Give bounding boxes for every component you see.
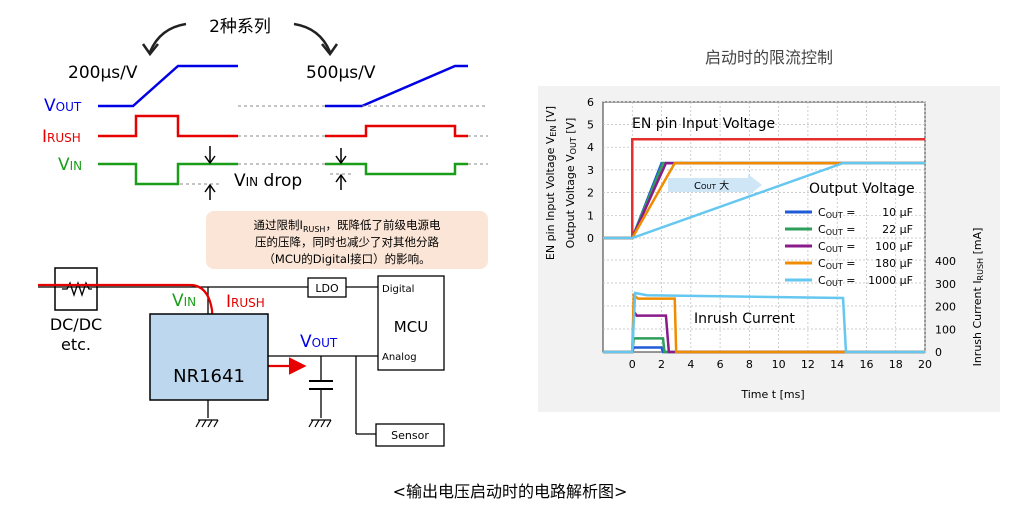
legend-label: COUT = [818,257,855,271]
arrowhead-left-icon [141,43,159,57]
x-tick-label: 6 [717,358,724,371]
cout-increase-arrow: COUT 大 [668,174,762,196]
annotation-en: EN pin Input Voltage [632,116,775,132]
legend-label: COUT = [818,274,855,288]
ground-icon-cap [308,419,332,428]
vin-wave-slow [325,162,468,176]
y-right-tick-label: 0 [935,346,942,359]
vout-wave-slow [325,64,468,108]
irush-wave-fast [98,114,238,138]
x-tick-label: 20 [918,358,932,371]
chart-title: 启动时的限流控制 [705,48,833,67]
vin-drop-label: VIN drop [234,171,302,191]
figure-caption: <输出电压启动时的电路解析图> [393,482,628,501]
y-right-tick-label: 200 [935,301,956,314]
y-right-tick-label: 100 [935,323,956,336]
ylabel-left-2: Output Voltage VOUT [V] [564,118,578,249]
legend: COUT = 10 μF COUT = 22 μF COUT = 100 μF COUT =… [785,206,913,288]
curved-arrow-right-icon [293,22,332,53]
plot-area [602,101,926,353]
vout-line-1000F [603,161,925,240]
mcu-digital-label: Digital [382,284,414,295]
nr1641-chip [149,313,269,401]
curved-arrow-left-icon [148,22,187,53]
dcdc-label-1: DC/DC [50,315,102,334]
x-tick-label: 2 [658,358,665,371]
nr1641-label: NR1641 [173,366,245,387]
timing-diagram: 2种系列 200μs/V 500μs/V VOUT IRUSH VIN [42,17,488,200]
mcu-analog-label: Analog [382,352,417,363]
x-tick-label: 0 [629,358,636,371]
label-vout: VOUT [44,96,82,116]
ylabel-left-1: EN pin Input Voltage VEN [V] [544,106,558,260]
circuit-vout-label: VOUT [300,332,338,352]
y-left-tick-label: 5 [587,119,594,132]
vin-wave-fast [98,162,238,186]
annotation-vout: Output Voltage [809,181,915,197]
y-right-tick-label: 400 [935,255,956,268]
legend-value: 22 μF [882,223,913,236]
mcu-label: MCU [394,318,428,336]
xlabel: Time t [ms] [740,388,804,401]
sensor-label: Sensor [391,429,429,442]
ground-icon-chip [195,419,219,428]
legend-value: 10 μF [882,206,913,219]
cout-increase-label: COUT 大 [694,179,729,192]
legend-value: 180 μF [875,257,913,270]
legend-value: 1000 μF [868,274,913,287]
rate-label-500: 500μs/V [306,63,376,83]
dcdc-label-2: etc. [61,335,91,354]
legend-value: 100 μF [875,240,913,253]
note-line-3: （MCU的Digital接口）的影响。 [263,252,430,266]
legend-label: COUT = [818,206,855,220]
x-tick-label: 14 [830,358,844,371]
series-layer [603,138,925,354]
x-tick-label: 4 [687,358,694,371]
x-tick-label: 12 [801,358,815,371]
circuit-diagram: DC/DC etc. NR1641 VIN IRUSH VOUT [38,267,445,447]
chart-panel: 启动时的限流控制 0 2 4 6 8 10 12 14 16 18 2001234560100200… [538,48,1000,412]
series-title: 2种系列 [209,17,271,37]
circuit-irush-label: IRUSH [226,292,265,312]
x-tick-label: 18 [889,358,903,371]
note-box: 通过限制IRUSH，既降低了前级电源电 压的压降，同时也减少了对其他分路 （MC… [206,211,488,269]
circuit-vin-label: VIN [172,291,196,311]
ylabel-right: Inrush Current IRUSH [mA] [971,228,985,367]
vout-wave-fast [98,64,238,108]
irush-wave-slow [325,124,468,138]
vin-drop-arrows-fast [204,146,216,200]
annotation-inrush: Inrush Current [694,311,795,327]
irush-line-1000F [603,291,925,354]
y-left-tick-label: 4 [587,141,594,154]
y-left-tick-label: 6 [587,96,594,109]
ldo-block [307,277,347,298]
arrowhead-right-icon [321,43,339,57]
y-left-tick-label: 2 [587,187,594,200]
legend-label: COUT = [818,240,855,254]
y-right-tick-label: 300 [935,278,956,291]
vin-drop-arrows-slow [335,148,347,190]
x-tick-label: 8 [746,358,753,371]
sensor-block [375,423,445,447]
y-left-tick-label: 1 [587,209,594,222]
legend-label: COUT = [818,223,855,237]
x-tick-label: 16 [859,358,873,371]
label-irush: IRUSH [42,127,81,147]
x-tick-label: 10 [772,358,786,371]
rate-label-200: 200μs/V [68,63,138,83]
y-left-tick-label: 3 [587,164,594,177]
note-line-2: 压的压降，同时也减少了对其他分路 [255,235,439,249]
gridlines [603,101,926,352]
label-vin: VIN [58,155,82,175]
ldo-label: LDO [315,282,339,295]
note-line-1: 通过限制IRUSH，既降低了前级电源电 [254,218,441,234]
mcu-block [377,275,445,371]
y-left-tick-label: 0 [587,232,594,245]
